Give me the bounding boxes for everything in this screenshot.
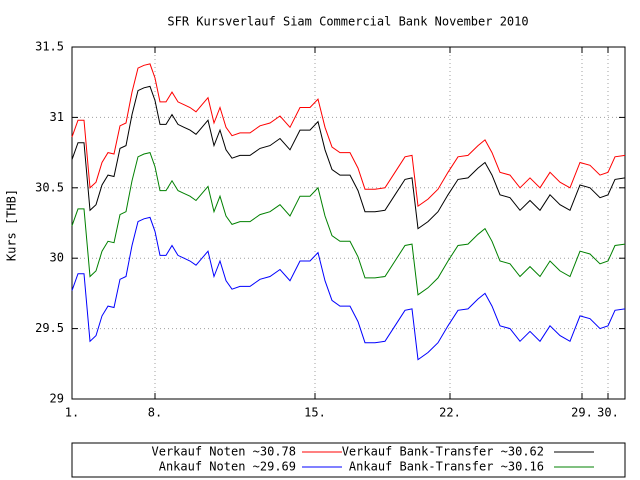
series-line (71, 85, 626, 230)
series-line (71, 63, 626, 207)
series-line (71, 216, 626, 361)
x-tick-label: 22. (439, 406, 461, 420)
y-tick-label: 30.5 (35, 180, 64, 194)
y-tick-label: 29 (50, 392, 64, 406)
x-tick-label: 15. (304, 406, 326, 420)
y-tick-label: 30 (50, 251, 64, 265)
legend-label: Ankauf Noten ~29.69 (159, 460, 296, 474)
legend-box (71, 442, 626, 478)
y-tick-label: 31 (50, 110, 64, 124)
legend-label: Verkauf Noten ~30.78 (152, 445, 297, 459)
x-tick-label: 29. (571, 406, 593, 420)
legend-label: Ankauf Bank-Transfer ~30.16 (349, 460, 544, 474)
x-tick-label: 8. (148, 406, 162, 420)
y-tick-label: 31.5 (35, 40, 64, 54)
series-line (71, 152, 626, 296)
y-axis-label: Kurs [THB] (5, 189, 19, 261)
x-tick-label: 30. (597, 406, 619, 420)
chart-title: SFR Kursverlauf Siam Commercial Bank Nov… (167, 15, 528, 29)
legend-label: Verkauf Bank-Transfer ~30.62 (342, 445, 544, 459)
y-tick-label: 29.5 (35, 321, 64, 335)
x-tick-label: 1. (65, 406, 79, 420)
plot-border (71, 46, 626, 400)
